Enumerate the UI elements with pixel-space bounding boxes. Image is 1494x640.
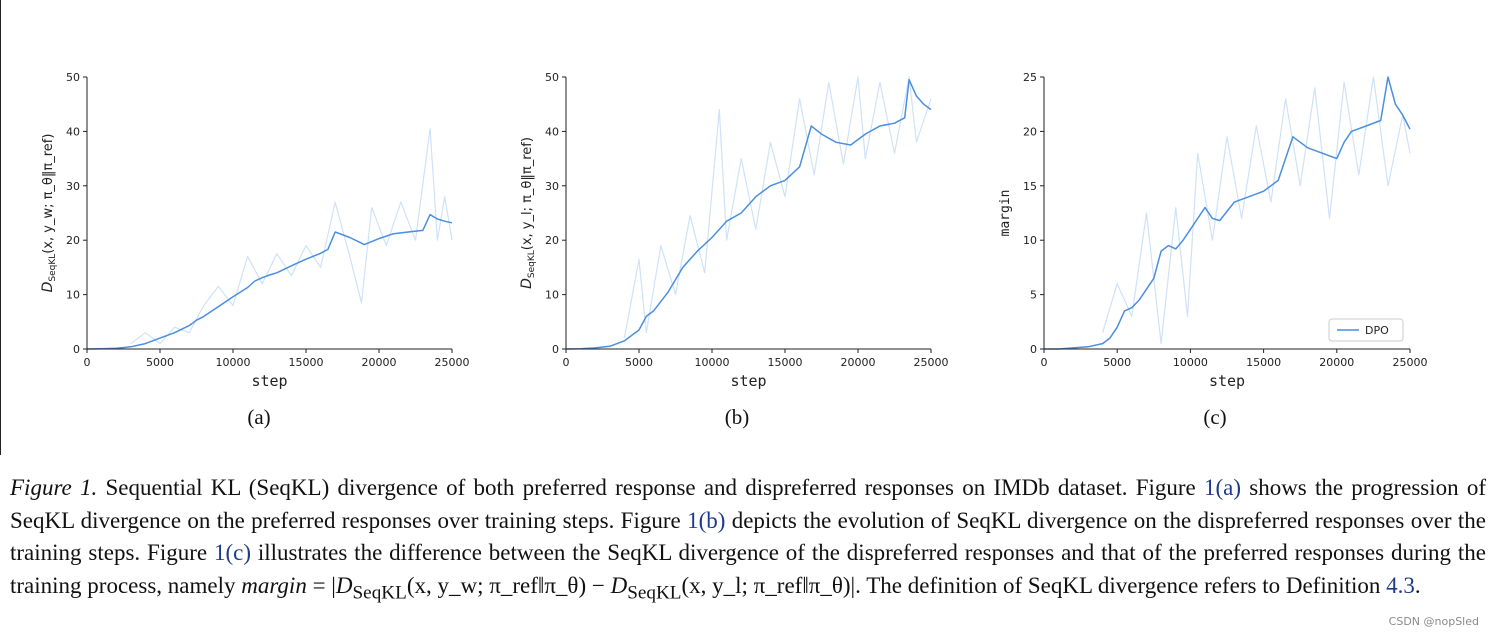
y-label-sub: SeqKL <box>48 254 58 282</box>
x-tick-label: 10000 <box>216 356 251 369</box>
x-tick-label: 25000 <box>914 356 949 369</box>
x-tick-label: 20000 <box>841 356 876 369</box>
y-tick-label: 50 <box>545 71 559 84</box>
y-tick-label: 10 <box>545 289 559 302</box>
formula-eq: = | <box>306 572 336 598</box>
panel-label: (c) <box>1203 405 1226 429</box>
caption-text-6: . <box>1414 572 1421 598</box>
y-tick-label: 30 <box>545 180 559 193</box>
y-tick-label: 0 <box>73 343 80 356</box>
caption-ref-1a[interactable]: 1(a) <box>1204 475 1242 500</box>
caption-text-5: . The definition of SeqKL divergence ref… <box>855 572 1387 598</box>
watermark: CSDN @nopSled <box>1388 615 1479 628</box>
series-line-dpo <box>1044 76 1411 350</box>
caption-text-1: Sequential KL (SeqKL) divergence of both… <box>97 475 1204 500</box>
formula-sub1: SeqKL <box>352 582 407 604</box>
y-label-sub: SeqKL <box>527 250 537 278</box>
y-tick-label: 10 <box>66 289 80 302</box>
y-label-args: (x, y_w; π_θ‖π_ref) <box>41 134 56 254</box>
panel-label: (b) <box>725 405 750 429</box>
y-axis-label: DSeqKL(x, y_w; π_θ‖π_ref) <box>40 134 58 293</box>
y-tick-label: 5 <box>1030 289 1037 302</box>
y-label-d: D <box>40 281 56 292</box>
y-tick-label: 50 <box>66 71 80 84</box>
formula-args2: (x, y_l; π_ref‖π_θ)| <box>681 572 856 598</box>
x-axis-label: step <box>730 372 766 390</box>
y-axis-label: DSeqKL(x, y_l; π_θ‖π_ref) <box>519 137 537 289</box>
x-tick-label: 0 <box>1041 356 1048 369</box>
x-tick-label: 15000 <box>1246 356 1281 369</box>
caption-margin-formula: margin = |DSeqKL(x, y_w; π_ref‖π_θ) − DS… <box>241 572 856 604</box>
formula-args1: (x, y_w; π_ref‖π_θ) − <box>406 572 611 598</box>
x-tick-label: 25000 <box>435 356 470 369</box>
x-axis-label: step <box>1209 372 1245 390</box>
series-line-raw <box>130 128 453 345</box>
caption-ref-1b[interactable]: 1(b) <box>687 507 726 533</box>
x-tick-label: 5000 <box>1103 356 1131 369</box>
x-tick-label: 0 <box>563 356 570 369</box>
caption-text-3: depicts the evolution of SeqKL divergenc… <box>10 507 1486 566</box>
x-tick-label: 5000 <box>625 356 653 369</box>
y-tick-label: 30 <box>66 180 80 193</box>
y-tick-label: 20 <box>545 234 559 247</box>
panel-label: (a) <box>247 405 270 429</box>
y-tick-label: 0 <box>552 343 559 356</box>
x-tick-label: 0 <box>84 356 91 369</box>
series-line-raw <box>623 76 932 339</box>
x-tick-label: 15000 <box>768 356 803 369</box>
formula-sub2: SeqKL <box>627 582 682 604</box>
x-tick-label: 20000 <box>362 356 397 369</box>
caption-ref-1c[interactable]: 1(c) <box>213 540 251 565</box>
figure-plots: 0 5000 10000 15000 20000 2500001020304050step… <box>40 71 1428 429</box>
x-tick-label: 20000 <box>1319 356 1354 369</box>
y-tick-label: 40 <box>66 125 80 138</box>
x-axis-label: step <box>251 372 287 390</box>
y-label-d: D <box>519 278 535 289</box>
caption-ref-def[interactable]: 4.3 <box>1386 572 1415 598</box>
x-tick-label: 5000 <box>146 356 174 369</box>
y-tick-label: 25 <box>1023 71 1037 84</box>
chart-panel-2: 0 5000 10000 15000 20000 25000 0 10 20 30 40 50 step… <box>519 71 949 429</box>
y-tick-label: 40 <box>545 125 559 138</box>
y-label-args: (x, y_l; π_θ‖π_ref) <box>520 137 535 250</box>
caption-figure-label: Figure 1. <box>10 475 98 500</box>
figure-caption: Figure 1. Sequential KL (SeqKL) divergen… <box>10 472 1486 610</box>
chart-panel-1: 0 5000 10000 15000 20000 25000 0 10 20 30 40 50 step… <box>40 71 470 429</box>
legend-box <box>1328 318 1404 342</box>
series-line-raw <box>1102 76 1411 345</box>
y-tick-label: 10 <box>1023 234 1037 247</box>
series-line-smoothed <box>86 213 453 350</box>
left-edge-line <box>0 0 1 455</box>
y-tick-label: 0 <box>1030 343 1037 356</box>
formula-margin: margin <box>241 572 307 598</box>
x-tick-label: 10000 <box>695 356 730 369</box>
y-tick-label: 15 <box>1023 180 1037 193</box>
formula-d2: D <box>610 572 628 598</box>
formula-d1: D <box>335 572 353 598</box>
x-tick-label: 10000 <box>1173 356 1208 369</box>
x-tick-label: 25000 <box>1393 356 1428 369</box>
y-tick-label: 20 <box>1023 125 1037 138</box>
x-tick-label: 15000 <box>289 356 324 369</box>
series-line-smoothed <box>565 78 932 350</box>
caption-text-2: shows the progression of SeqKL divergenc… <box>10 475 1486 533</box>
caption-text-4: illustrates the difference between the S… <box>10 540 1486 598</box>
legend-label: DPO <box>1365 324 1389 337</box>
y-axis-label: margin <box>998 190 1013 237</box>
chart-panel-3: 0 5000 10000 15000 20000 25000 0 5 10 15 20 25 step m… <box>998 71 1428 429</box>
y-tick-label: 20 <box>66 234 80 247</box>
